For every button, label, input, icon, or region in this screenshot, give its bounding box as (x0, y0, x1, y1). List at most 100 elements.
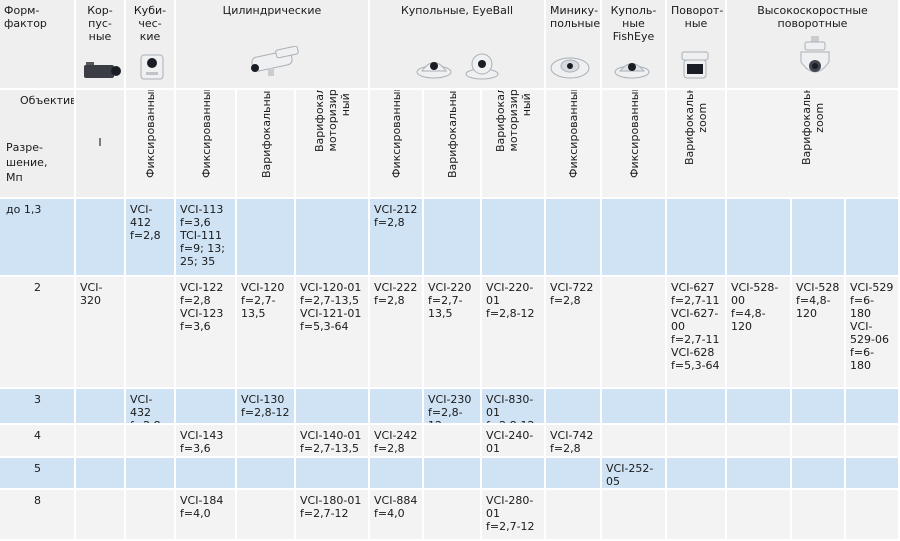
model-cell-line: VCI-180-01 (300, 494, 362, 507)
model-cell: VCI-830-01f=2,8-12 (482, 389, 544, 423)
model-cell-line: f=2,7-12 (486, 455, 540, 456)
model-cell-line: f=9; 13; (180, 242, 225, 255)
model-cell (296, 199, 368, 275)
header-box-cameras-line: пус- (88, 17, 112, 30)
header-cube-cameras-line: Куби- (133, 4, 167, 17)
model-cell: VCI-143 f=3,6 (176, 425, 235, 456)
model-cell (667, 425, 725, 456)
model-cell-line: f=2,7-12 (486, 520, 535, 533)
model-cell (546, 199, 600, 275)
model-cell-line: f=2,7-13,5 (300, 294, 360, 307)
model-cell-line: VCI-120 (241, 281, 285, 294)
model-cell-line: VCI-122 (180, 281, 224, 294)
model-cell (727, 199, 790, 275)
model-cell-line: VCI-143 (180, 429, 224, 442)
model-cell (792, 199, 844, 275)
resolution-cell: 4 (0, 425, 74, 456)
model-cell (126, 425, 174, 456)
lens-resolution-corner: Объектив Разре-шение, Мп (0, 90, 74, 197)
model-cell-line: VCI-320 (80, 281, 103, 307)
model-cell (846, 425, 898, 456)
model-cell-line: 529-06 (850, 333, 889, 346)
model-cell (792, 458, 844, 488)
box-camera-icon (84, 62, 121, 78)
model-cell: VCI-212 f=2,8 (370, 199, 422, 275)
model-cell-line: VCI-529 (850, 281, 894, 294)
model-cell (76, 389, 124, 423)
model-cell: VCI-220-01 f=2,8-12 (482, 277, 544, 387)
header-speed-dome-cameras-line: поворотные (777, 17, 848, 30)
lens-type-cube-fixed: Фиксированный (126, 90, 174, 197)
resolution-value: до 1,3 (6, 203, 42, 216)
model-cell-line: 00 (671, 320, 685, 333)
model-cell-line: f=2,8 (550, 442, 581, 455)
model-cell (370, 458, 422, 488)
model-cell-line: VCI-220-01 (486, 281, 534, 307)
lens-label: Объектив (20, 94, 74, 107)
lens-type-bullet-fixed-text: Фиксированный (199, 90, 213, 178)
model-cell (424, 458, 480, 488)
model-cell (846, 490, 898, 539)
model-cell (370, 389, 422, 423)
lens-type-dome-varifocal: Варифокальный (424, 90, 480, 197)
model-cell (667, 458, 725, 488)
model-cell-line: f=2,7-11 (671, 333, 720, 346)
model-cell-line: 01 (486, 507, 500, 520)
model-cell: VCI-113 f=3,6 TCI-111 f=9; 13; 25; 35 (176, 199, 235, 275)
header-bullet-cameras-label: Цилиндрические (222, 4, 322, 17)
model-cell-line: VCI-528 (796, 281, 840, 294)
model-cell: VCI-627 f=2,7-11 VCI-627- 00 f=2,7-11 VCI-628… (667, 277, 725, 387)
lens-type-fisheye-fixed-text: Фиксированный (627, 90, 641, 178)
resolution-value: 4 (34, 429, 41, 442)
lens-type-dome-fixed-text: Фиксированный (390, 90, 403, 178)
model-cell: VCI-220 f=2,7- 13,5 (424, 277, 480, 387)
model-cell-line: f=4,8- (796, 294, 831, 307)
header-form-factor-line: Форм- (4, 4, 40, 17)
lens-type-bullet-motorized: Варифокальный моторизирован-ный (296, 90, 368, 197)
model-cell-line: f=2,8-12 (486, 307, 535, 320)
lens-type-bullet-motorized-line: Варифокальный (312, 90, 326, 152)
mini-dome-camera-icon (550, 57, 590, 79)
model-cell (76, 199, 124, 275)
model-cell: VCI-180-01 f=2,7-12 (296, 490, 368, 539)
ptz-camera-icon (681, 51, 709, 79)
lens-type-ptz-zoom: Варифокальный zoom (667, 90, 725, 197)
lens-type-bullet-varifocal-text: Варифокальный (259, 90, 273, 178)
resolution-cell: 8 (0, 490, 74, 539)
model-cell-line: VCI-432 (130, 393, 153, 419)
resolution-cell: до 1,3 (0, 199, 74, 275)
model-cell (602, 389, 665, 423)
model-cell-line: VCI-252-05 (606, 462, 654, 488)
model-cell: VCI-222 f=2,8 (370, 277, 422, 387)
model-cell (846, 199, 898, 275)
model-cell-line: VCI-242 (374, 429, 418, 442)
model-cell: VCI-529 f=6-180 VCI- 529-06 f=6-180 (846, 277, 898, 387)
model-cell (602, 277, 665, 387)
fisheye-camera-icon (614, 63, 650, 79)
model-cell: VCI-120-01 f=2,7-13,5 VCI-121-01 f=5,3-64 (296, 277, 368, 387)
model-cell-line: f=5,3-64 (300, 320, 349, 333)
lens-type-dome-motorized: Варифокальный моторизирован-ный (482, 90, 544, 197)
header-box-cameras-line: Кор- (87, 4, 113, 17)
model-cell-line: f=5,3-64 (671, 359, 720, 372)
model-cell-line: VCI-722 (550, 281, 594, 294)
model-cell-line: VCI-884 (374, 494, 418, 507)
resolution-cell: 5 (0, 458, 74, 488)
header-box-cameras-line: ные (88, 30, 112, 43)
model-cell (296, 389, 368, 423)
header-fisheye-cameras-line: ные (622, 17, 645, 30)
model-cell: VCI-140-01 f=2,7-13,5 (296, 425, 368, 456)
model-cell-line: VCI-123 (180, 307, 224, 320)
eyeball-camera-icon (465, 53, 499, 80)
lens-type-cube-fixed-text: Фиксированный (144, 90, 157, 178)
resolution-value: 5 (34, 462, 41, 475)
model-cell (126, 458, 174, 488)
model-cell (602, 425, 665, 456)
model-cell (727, 425, 790, 456)
model-cell-line: f=2,8-12 (428, 406, 463, 423)
model-cell (792, 490, 844, 539)
resolution-label-line: шение, (6, 156, 48, 169)
lens-type-speed-zoom-line: Варифокальный (799, 90, 813, 165)
header-form-factor: Форм-фактор (0, 0, 74, 88)
header-mini-dome-cameras-line: польные (550, 17, 600, 30)
